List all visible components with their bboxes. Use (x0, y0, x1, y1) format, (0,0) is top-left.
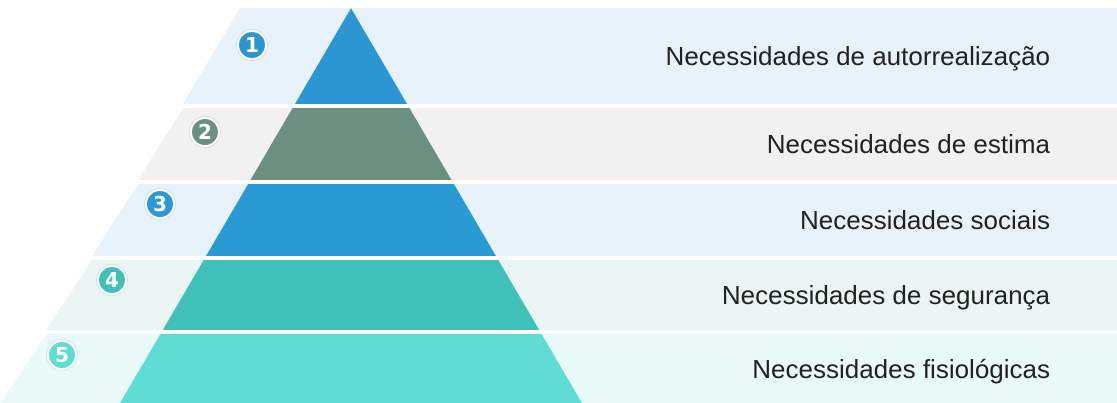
level-label-2: Necessidades de estima (766, 129, 1050, 159)
pyramid-tier-3 (205, 184, 497, 256)
level-number-badge-5: 5 (47, 340, 77, 370)
level-label-3: Necessidades sociais (799, 205, 1050, 235)
level-number-badge-2: 2 (190, 117, 220, 147)
pyramid-tier-5 (120, 334, 582, 403)
level-band-1 (183, 8, 1117, 104)
pyramid-tier-4 (162, 260, 540, 330)
level-number-badge-4: 4 (97, 265, 127, 295)
pyramid-tier-1 (294, 8, 408, 104)
pyramid-tier-2 (250, 108, 452, 180)
level-number-badge-1: 1 (237, 30, 267, 60)
level-label-1: Necessidades de autorrealização (665, 41, 1050, 71)
level-label-5: Necessidades fisiológicas (752, 353, 1050, 384)
level-number-badge-3: 3 (145, 189, 175, 219)
level-label-4: Necessidades de segurança (721, 280, 1050, 310)
